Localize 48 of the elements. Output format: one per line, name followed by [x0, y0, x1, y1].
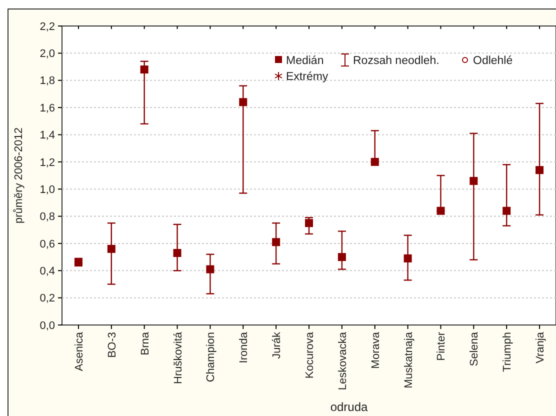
point [436, 206, 445, 215]
x-tick-label: Kocurova [304, 331, 316, 378]
y-tick-label: 0,2 [40, 292, 55, 305]
x-tick-label: Champion [205, 332, 218, 382]
legend-label: Medián [286, 55, 324, 68]
x-tick-label: Triumph [502, 332, 514, 372]
y-tick-label: 0,6 [40, 238, 55, 250]
annotation: Odlehlé [473, 55, 513, 68]
point [140, 65, 148, 74]
point [470, 176, 478, 185]
y-tick-label: 1,0 [40, 184, 55, 196]
y-tick-label: 2,0 [40, 48, 55, 60]
y-tick-label: 2,2 [40, 20, 55, 33]
x-tick-label: Vranja [534, 331, 547, 364]
point [74, 258, 82, 266]
x-tick-label: Leskovacka [336, 331, 349, 390]
y-tick-label: 0,0 [40, 320, 55, 332]
y-tick-label: 1,2 [40, 156, 55, 169]
point [370, 158, 379, 166]
point [502, 206, 511, 215]
x-tick-label: BO-3 [106, 332, 118, 358]
point [206, 265, 214, 274]
point [536, 166, 544, 174]
x-tick-label: Brna [139, 331, 152, 356]
y-tick-label: 1,6 [40, 102, 55, 114]
y-tick-label: 0,8 [40, 211, 55, 224]
y-axis-title: průměry 2006-2012 [13, 127, 25, 224]
x-tick-label: Selena [468, 331, 481, 366]
y-tick-label: 1,4 [40, 130, 55, 142]
point [173, 248, 182, 257]
x-axis-title: odruda [330, 400, 368, 414]
point [272, 238, 280, 246]
x-tick-label: Asenica [73, 331, 86, 372]
x-tick-label: Morava [370, 331, 382, 369]
y-tick-label: 1,8 [40, 75, 55, 88]
point [239, 98, 248, 106]
y-tick-label: 0,4 [40, 265, 55, 278]
x-tick-label: Muskatnaja [402, 331, 415, 388]
point [107, 244, 116, 253]
x-tick-label: Pinter [436, 332, 448, 361]
point [338, 253, 346, 262]
annotation: Extrémy [286, 71, 328, 84]
x-tick-label: Jurák [271, 332, 284, 359]
point [404, 254, 412, 262]
x-tick-label: Hruškovitá [172, 331, 184, 384]
x-tick-label: Ironda [238, 331, 250, 364]
point [305, 219, 313, 228]
annotation: Rozsah neodleh. [353, 55, 440, 68]
